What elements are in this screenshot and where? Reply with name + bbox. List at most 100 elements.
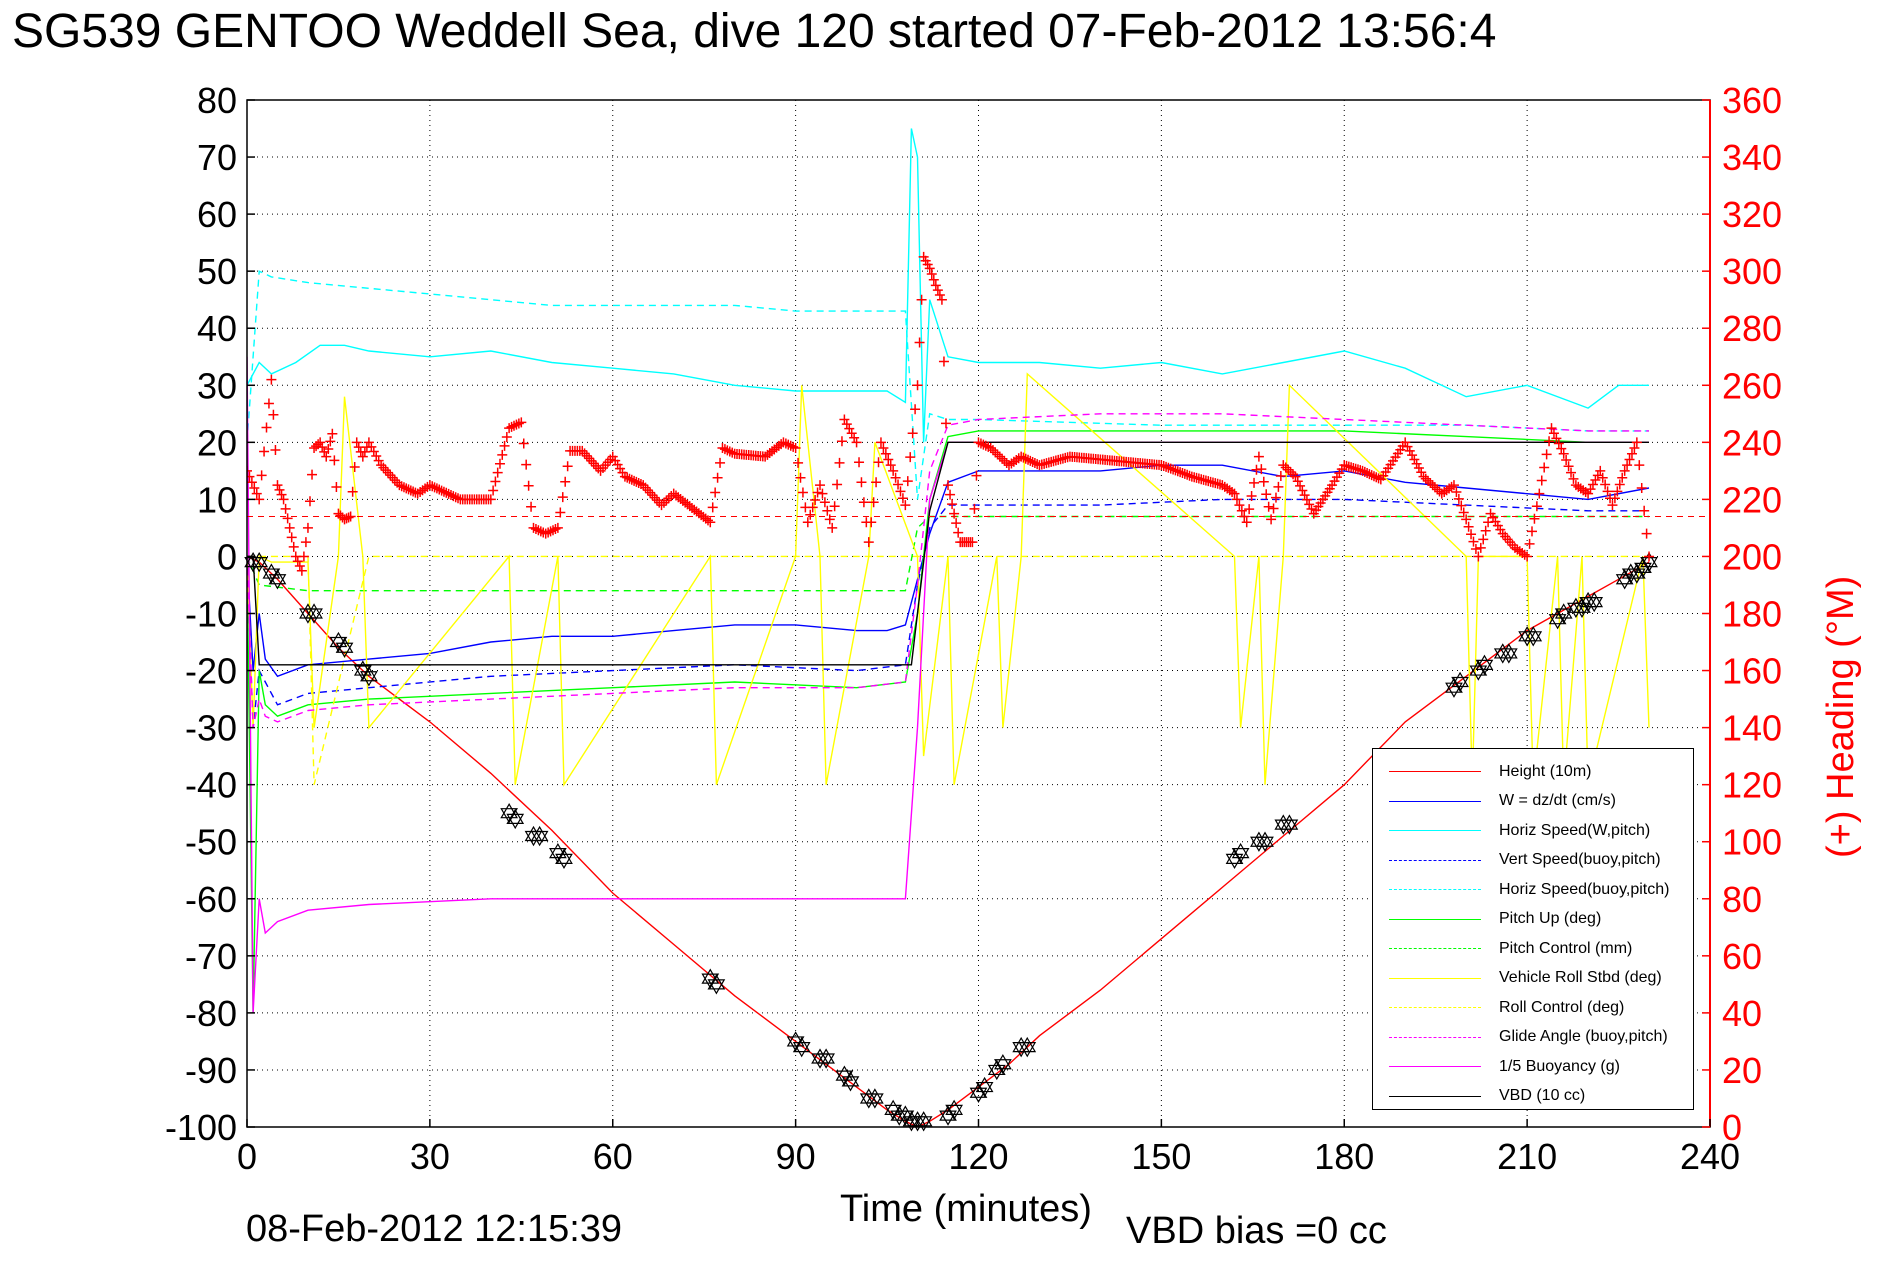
legend-label: Vert Speed(buoy,pitch): [1499, 851, 1661, 869]
heading-point: [932, 285, 943, 296]
heading-point: [1368, 471, 1379, 482]
heading-point: [1461, 514, 1472, 525]
heading-point: [928, 274, 939, 285]
heading-point: [810, 494, 821, 505]
heading-point: [994, 451, 1005, 462]
heading-point: [325, 436, 336, 447]
series-line-6: [247, 515, 1649, 592]
heading-point: [401, 483, 412, 494]
heading-point: [640, 482, 651, 493]
dive-marker-down: [975, 1081, 994, 1098]
y2-tick-label: 140: [1722, 708, 1782, 749]
heading-point: [1418, 471, 1429, 482]
heading-point: [1527, 526, 1537, 537]
heading-point: [1258, 476, 1269, 487]
dive-marker-down: [884, 1104, 903, 1121]
heading-point: [802, 517, 813, 528]
heading-point: [371, 451, 382, 462]
dive-marker-down: [945, 1104, 963, 1121]
legend-swatch: [1389, 1095, 1481, 1097]
heading-point: [619, 471, 630, 482]
heading-point: [1023, 454, 1034, 465]
heading-point: [1299, 490, 1310, 501]
heading-point: [329, 455, 340, 466]
heading-point: [1297, 485, 1308, 496]
dive-marker-down: [896, 1110, 915, 1126]
dive-marker-up: [335, 637, 354, 653]
heading-point: [1301, 494, 1312, 505]
heading-point: [1583, 488, 1594, 499]
heading-point: [1168, 464, 1179, 475]
dive-marker-up: [506, 808, 525, 825]
heading-point: [1029, 458, 1040, 469]
heading-point: [856, 477, 867, 488]
dive-marker-up: [994, 1054, 1012, 1070]
heading-point: [807, 502, 818, 513]
heading-point: [710, 487, 721, 498]
heading-point: [1270, 492, 1281, 503]
heading-point: [805, 509, 816, 520]
heading-point: [1478, 534, 1489, 545]
heading-point: [504, 423, 515, 434]
heading-point: [427, 481, 438, 492]
heading-point: [715, 457, 726, 468]
heading-point: [647, 490, 658, 501]
legend-label: VBD (10 cc): [1499, 1087, 1586, 1105]
heading-point: [971, 470, 982, 481]
heading-point: [1546, 423, 1557, 434]
dive-marker-down: [506, 813, 525, 830]
heading-point: [1463, 521, 1474, 532]
legend-swatch: [1389, 1036, 1481, 1038]
dive-marker-down: [353, 665, 372, 681]
heading-point: [707, 502, 718, 513]
heading-point: [890, 472, 901, 483]
legend-label: 1/5 Buoyancy (g): [1499, 1057, 1620, 1075]
heading-point: [878, 443, 889, 454]
legend-item: Vehicle Roll Stbd (deg): [1373, 964, 1693, 994]
heading-point: [1280, 462, 1291, 473]
heading-points: [247, 251, 1710, 576]
heading-point: [924, 263, 935, 274]
heading-point: [846, 428, 857, 439]
heading-point: [304, 496, 315, 507]
dive-marker-up: [1573, 597, 1591, 613]
heading-point: [1366, 470, 1377, 481]
heading-point: [581, 450, 592, 461]
heading-point: [543, 527, 554, 538]
heading-point: [863, 537, 874, 548]
heading-point: [1524, 538, 1535, 549]
heading-point: [793, 457, 804, 468]
heading-point: [1425, 477, 1436, 488]
axis-ticks: 0 30 60 90 120 150 180 210 24080706050403020100-…: [165, 80, 1782, 1177]
heading-point: [436, 485, 447, 496]
heading-point: [658, 497, 669, 508]
heading-point: [586, 455, 597, 466]
heading-point: [450, 492, 461, 503]
heading-point: [302, 522, 313, 533]
heading-point: [1553, 438, 1564, 449]
heading-point: [396, 481, 407, 492]
heading-point: [638, 480, 649, 491]
y-tick-label: 20: [197, 422, 237, 463]
legend-swatch: [1389, 1066, 1481, 1068]
series-line-2: [247, 128, 1649, 443]
heading-point: [1400, 437, 1411, 448]
heading-point: [1539, 462, 1550, 473]
heading-point: [829, 501, 840, 512]
series-line-4: [247, 270, 1649, 500]
heading-point: [1409, 454, 1420, 465]
y-tick-label: -100: [165, 1107, 237, 1148]
dive-marker-up: [1627, 563, 1646, 579]
heading-point: [1468, 536, 1479, 547]
heading-point: [947, 499, 958, 510]
heading-point: [1429, 482, 1440, 493]
heading-point: [511, 419, 522, 430]
heading-point: [492, 467, 503, 478]
heading-point: [1420, 473, 1431, 484]
heading-point: [1402, 441, 1413, 452]
heading-point: [528, 522, 539, 533]
heading-point: [780, 438, 791, 449]
heading-point: [622, 472, 633, 483]
heading-point: [284, 522, 295, 533]
heading-point: [434, 484, 445, 495]
